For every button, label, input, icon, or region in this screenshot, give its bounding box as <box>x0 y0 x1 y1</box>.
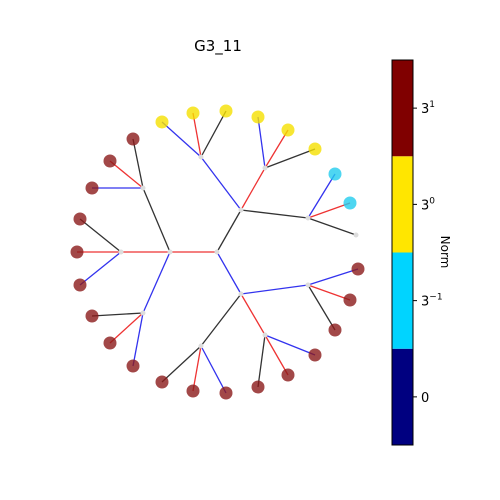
internal-node <box>263 333 268 338</box>
tree-edge <box>143 188 170 252</box>
internal-node <box>199 344 204 349</box>
leaf-node <box>252 111 265 124</box>
leaf-node <box>74 279 87 292</box>
leaf-node <box>156 116 169 129</box>
internal-node <box>119 250 124 255</box>
colorbar-band <box>392 156 413 252</box>
leaf-node <box>71 246 84 259</box>
leaf-node <box>86 310 99 323</box>
tree-edge <box>258 117 265 168</box>
tree-edge <box>241 168 265 210</box>
leaf-node <box>127 360 140 373</box>
leaf-node <box>282 124 295 137</box>
tree-edge <box>308 174 335 218</box>
tree-edge <box>143 252 170 313</box>
tree-edge <box>217 210 241 252</box>
colorbar-label: Norm <box>438 236 452 269</box>
leaf-node <box>282 369 295 382</box>
leaf-node <box>329 324 342 337</box>
colorbar-band <box>392 349 413 445</box>
leaf-node <box>187 107 200 120</box>
leaf-node <box>329 168 342 181</box>
tree-edge <box>92 313 143 316</box>
internal-node <box>306 216 311 221</box>
colorbar-tick-label: 3−1 <box>421 293 443 310</box>
leaf-node <box>252 381 265 394</box>
tree-edge <box>265 130 288 168</box>
internal-node <box>168 250 173 255</box>
leaf-node <box>309 143 322 156</box>
leaf-node <box>344 197 357 210</box>
tree-edge <box>241 210 308 218</box>
internal-node <box>239 208 244 213</box>
internal-node <box>239 292 244 297</box>
leaf-node <box>104 155 117 168</box>
internal-node <box>141 186 146 191</box>
tree-edge <box>308 285 335 330</box>
tree-edge <box>258 335 265 387</box>
leaf-node <box>86 182 99 195</box>
colorbar: 0 3−1 30 31 Norm <box>392 60 452 445</box>
leaf-node <box>220 105 233 118</box>
tree-edge <box>265 335 315 355</box>
tree-edge <box>241 294 265 335</box>
internal-node <box>263 166 268 171</box>
leaf-node <box>309 349 322 362</box>
tree-edge <box>265 149 315 168</box>
leaf-node <box>104 337 117 350</box>
colorbar-band <box>392 60 413 156</box>
tree-edge <box>80 219 121 252</box>
tree-edge <box>308 269 358 285</box>
internal-node <box>141 311 146 316</box>
leaf-node <box>187 385 200 398</box>
leaf-node <box>127 133 140 146</box>
leaf-node <box>74 213 87 226</box>
colorbar-tick-label: 30 <box>421 196 435 213</box>
colorbar-tick-label: 31 <box>421 100 435 117</box>
internal-node <box>215 250 220 255</box>
internal-node <box>199 155 204 160</box>
tree-edge <box>265 335 288 375</box>
leaf-node <box>220 387 233 400</box>
internal-node <box>306 283 311 288</box>
tree-edge <box>201 294 241 346</box>
tree-edge <box>80 252 121 285</box>
tree-edge <box>308 285 350 300</box>
leaf-node <box>156 376 169 389</box>
tree-edge <box>241 285 308 294</box>
colorbar-tick-label: 0 <box>421 391 429 406</box>
tree-edge <box>217 252 241 294</box>
tree-edge <box>201 346 226 393</box>
leaf-node <box>352 263 365 276</box>
tree-edge <box>308 203 350 218</box>
internal-node <box>354 233 359 238</box>
colorbar-band <box>392 253 413 349</box>
leaf-node <box>344 294 357 307</box>
tree-edge <box>308 218 356 235</box>
tree-edge <box>201 111 226 157</box>
tree-edge <box>201 157 241 210</box>
